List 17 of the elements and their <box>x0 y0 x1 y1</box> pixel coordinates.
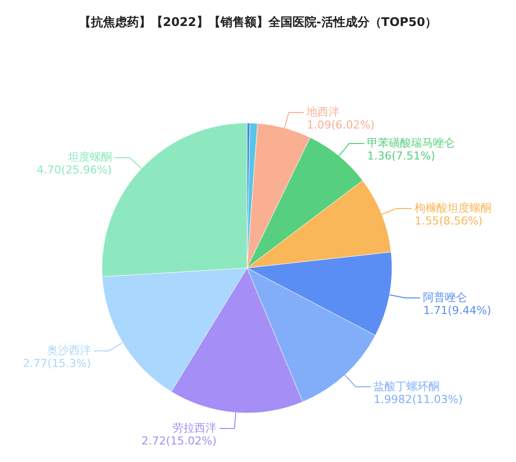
slice-label: 奥沙西泮 <box>46 344 91 357</box>
slice-label: 甲苯磺酸瑞马唑仑 <box>367 136 456 150</box>
data-label: 1.71(9.44%) <box>423 304 492 317</box>
data-label: 1.09(6.02%) <box>306 118 375 132</box>
data-label: 1.36(7.51%) <box>367 150 436 163</box>
data-label: 1.55(8.56%) <box>414 214 483 228</box>
data-label: 2.72(15.02%) <box>141 434 216 448</box>
slice-label: 阿普唑仑 <box>423 290 468 304</box>
chart-title: 【抗焦虑药】【2022】【销售额】全国医院-活性成分（TOP50） <box>78 15 438 29</box>
data-label: 2.77(15.3%) <box>22 356 91 370</box>
slice-label: 坦度螺酮 <box>66 150 112 164</box>
slice-label: 枸橼酸坦度螺酮 <box>414 201 492 214</box>
data-label: 1.9982(11.03%) <box>374 392 463 406</box>
data-label: 4.70(25.96%) <box>36 164 112 177</box>
slice-label: 地西泮 <box>306 105 340 118</box>
slice-label: 劳拉西泮 <box>172 422 216 435</box>
slice-label: 盐酸丁螺环酮 <box>374 380 440 393</box>
